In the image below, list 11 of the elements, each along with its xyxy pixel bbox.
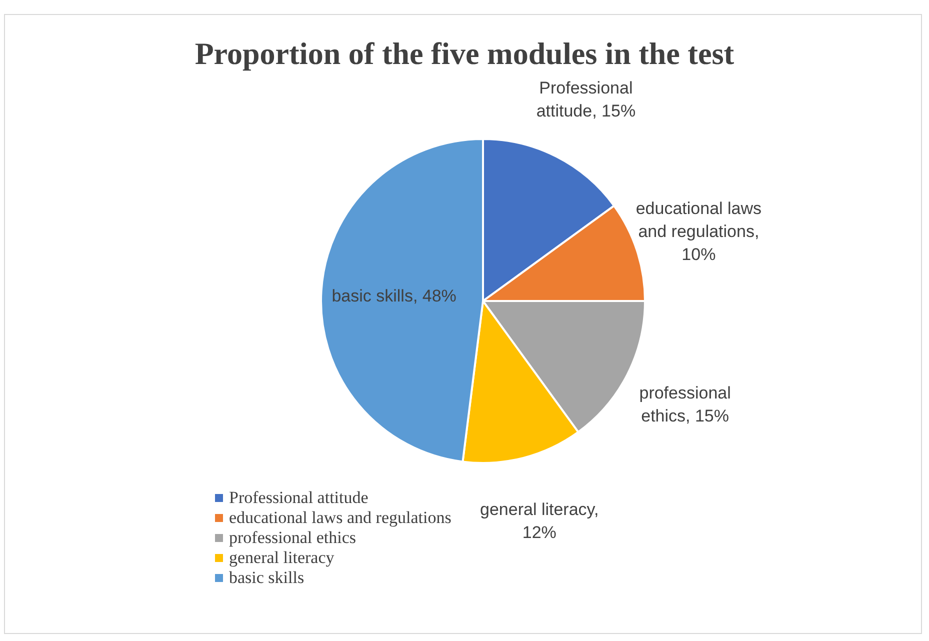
data-label: basic skills, 48%	[332, 286, 456, 305]
data-label: educational laws and regulations, 10%	[636, 198, 762, 264]
legend-label: general literacy	[229, 548, 334, 568]
chart-title: Proportion of the five modules in the test	[194, 36, 736, 72]
legend-label: professional ethics	[229, 528, 356, 548]
legend-label: basic skills	[229, 568, 304, 588]
legend-label: educational laws and regulations	[229, 508, 452, 528]
legend-label: Professional attitude	[229, 488, 368, 508]
data-label: general literacy, 12%	[480, 500, 599, 542]
data-label: professional ethics, 15%	[639, 382, 731, 425]
data-label: Professional attitude, 15%	[536, 78, 636, 120]
